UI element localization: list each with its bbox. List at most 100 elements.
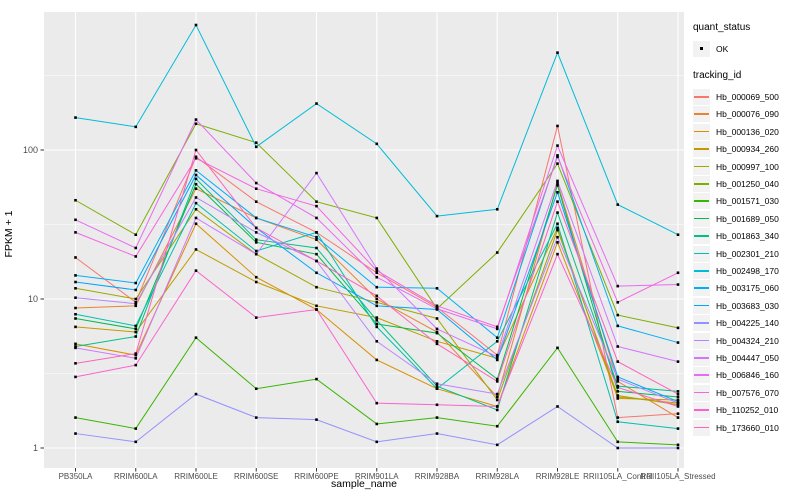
- legend-item-Hb_173660_010: Hb_173660_010: [693, 419, 799, 436]
- x-tick-label: RRIM600PE: [294, 472, 338, 481]
- legend-item-Hb_002498_170: Hb_002498_170: [693, 262, 799, 279]
- line-swatch-icon: [694, 113, 709, 116]
- x-tick-label: RRIM928BA: [415, 472, 460, 481]
- point-icon: [700, 46, 703, 50]
- legend-item-label: Hb_004447_050: [716, 352, 779, 363]
- line-swatch-icon: [694, 200, 709, 203]
- legend-key-line: [693, 402, 710, 419]
- legend-item-label: Hb_006846_160: [716, 370, 779, 381]
- line-swatch-icon: [694, 130, 709, 133]
- line-swatch-icon: [694, 409, 709, 411]
- legend-item-label: Hb_004324_210: [716, 335, 779, 346]
- legend-item-label: Hb_003683_030: [716, 300, 779, 311]
- line-swatch-icon: [694, 96, 709, 98]
- legend-key-line: [693, 123, 710, 140]
- legend-item-label: Hb_003175_060: [716, 283, 779, 294]
- minor-gridlines: [44, 75, 684, 374]
- legend-item-label: Hb_000076_090: [716, 109, 779, 120]
- data-points: [74, 23, 680, 450]
- legend-key-line: [693, 384, 710, 401]
- x-tick-label: RRIM928LA: [475, 472, 519, 481]
- legend-key-line: [693, 297, 710, 314]
- panel-background: [44, 12, 684, 468]
- axis-ticks: [40, 149, 679, 472]
- legend-item-label: Hb_000069_500: [716, 92, 779, 103]
- legend-key-line: [693, 262, 710, 279]
- line-swatch-icon: [694, 391, 709, 394]
- legend-item-Hb_004225_140: Hb_004225_140: [693, 314, 799, 332]
- legend-item-Hb_000934_260: Hb_000934_260: [693, 141, 799, 158]
- line-swatch-icon: [694, 339, 709, 342]
- legend-key-line: [693, 349, 710, 366]
- legend-item-label: Hb_001571_030: [716, 196, 779, 207]
- legend-item-Hb_004324_210: Hb_004324_210: [693, 332, 799, 349]
- legend-item-Hb_004447_050: Hb_004447_050: [693, 349, 799, 366]
- x-tick-label: RRIM901LA: [355, 472, 399, 481]
- legend-item-label: Hb_000136_020: [716, 126, 779, 137]
- legend-item-label: Hb_001689_050: [716, 213, 779, 224]
- line-swatch-icon: [694, 269, 709, 272]
- legend-item-label: Hb_000934_260: [716, 144, 779, 155]
- legend-item-Hb_001689_050: Hb_001689_050: [693, 210, 799, 227]
- legend-key-line: [693, 141, 710, 158]
- legend-item-Hb_001571_030: Hb_001571_030: [693, 193, 799, 210]
- legend-quant-status-title: quant_status: [693, 22, 751, 33]
- line-swatch-icon: [694, 356, 709, 359]
- x-tick-labels: PB350LA RRIM600LA RRIM600LE RRIM600SE RRIM60…: [59, 472, 716, 481]
- line-swatch-icon: [694, 183, 709, 185]
- line-swatch-icon: [694, 165, 709, 168]
- line-swatch-icon: [694, 235, 709, 237]
- x-tick-label: RRII105LA_Control: [583, 472, 653, 481]
- line-swatch-icon: [694, 148, 709, 150]
- legend-key-point: [693, 40, 710, 57]
- legend-item-Hb_000076_090: Hb_000076_090: [693, 106, 799, 123]
- line-swatch-icon: [694, 322, 709, 324]
- legend-item-Hb_110252_010: Hb_110252_010: [693, 401, 799, 419]
- legend-key-line: [693, 176, 710, 193]
- x-tick-label: PB350LA: [59, 472, 93, 481]
- legend-key-line: [693, 106, 710, 123]
- legend-item-Hb_002301_210: Hb_002301_210: [693, 245, 799, 262]
- legend-item-Hb_006846_160: Hb_006846_160: [693, 367, 799, 384]
- legend-key-line: [693, 158, 710, 175]
- legend-item-label: Hb_001863_340: [716, 231, 779, 242]
- x-tick-label: RRII105LA_Stressed: [640, 472, 715, 481]
- legend-key-line: [693, 419, 710, 436]
- legend-item-Hb_001250_040: Hb_001250_040: [693, 175, 799, 193]
- legend-item-label: OK: [716, 43, 729, 54]
- legend-key-line: [693, 89, 710, 106]
- x-tick-label: RRIM600SE: [234, 472, 278, 481]
- legend-item-Hb_003683_030: Hb_003683_030: [693, 297, 799, 314]
- y-tick-label: 10: [28, 294, 38, 304]
- legend-item-Hb_000997_100: Hb_000997_100: [693, 158, 799, 175]
- legend-item-Hb_000069_500: Hb_000069_500: [693, 88, 799, 106]
- line-swatch-icon: [694, 287, 709, 289]
- legend-item-label: Hb_004225_140: [716, 318, 779, 329]
- legend-item-Hb_007576_070: Hb_007576_070: [693, 384, 799, 401]
- line-swatch-icon: [694, 217, 709, 220]
- legend-item-label: Hb_007576_070: [716, 387, 779, 398]
- legend-item-Hb_003175_060: Hb_003175_060: [693, 280, 799, 297]
- line-swatch-icon: [694, 252, 709, 255]
- x-tick-label: RRIM600LE: [174, 472, 218, 481]
- line-swatch-icon: [694, 374, 709, 376]
- legend-item-label: Hb_001250_040: [716, 179, 779, 190]
- legend-item-label: Hb_000997_100: [716, 161, 779, 172]
- y-tick-label: 100: [23, 145, 38, 155]
- y-tick-labels: 1 10 100: [23, 145, 38, 453]
- legend-item-label: Hb_110252_010: [716, 405, 779, 416]
- legend-item-Hb_001863_340: Hb_001863_340: [693, 228, 799, 245]
- legend-item-label: Hb_002498_170: [716, 265, 779, 276]
- legend-item-label: Hb_002301_210: [716, 248, 779, 259]
- legend-key-line: [693, 367, 710, 384]
- legend-key-line: [693, 193, 710, 210]
- legend-item-Hb_000136_020: Hb_000136_020: [693, 123, 799, 140]
- x-axis-title: sample_name: [331, 478, 397, 490]
- legend-tracking-id-title: tracking_id: [693, 70, 742, 82]
- legend-key-line: [693, 210, 710, 227]
- x-tick-label: RRIM928LE: [536, 472, 580, 481]
- legend-item-label: Hb_173660_010: [716, 422, 779, 433]
- line-swatch-icon: [694, 304, 709, 307]
- y-tick-label: 1: [33, 443, 38, 453]
